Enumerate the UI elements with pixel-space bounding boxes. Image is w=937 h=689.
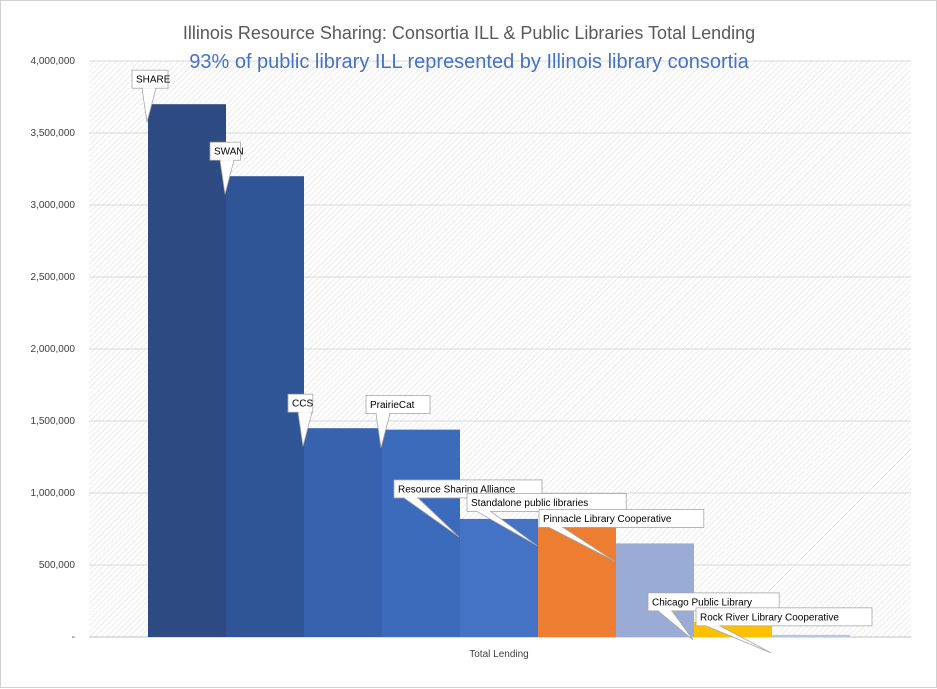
y-tick-label: 1,500,000 [31,416,76,427]
y-tick-label: 3,500,000 [31,128,76,139]
callout-pinnacle-library-cooperative: Pinnacle Library Cooperative [538,508,705,562]
data-label: Rock River Library Cooperative [700,612,839,623]
y-tick-label: 2,000,000 [31,344,76,355]
y-tick-label: 500,000 [39,560,76,571]
callout-swan: SWAN [209,141,244,195]
y-tick-label: 3,000,000 [31,200,76,211]
data-label: SHARE [136,75,171,86]
data-label: Standalone public libraries [471,498,588,509]
data-label: Resource Sharing Alliance [398,484,516,495]
callout-ccs: CCS [287,393,313,447]
chart-title: Illinois Resource Sharing: Consortia ILL… [183,23,755,43]
y-axis: - 500,000 1,000,000 1,500,000 2,000,000 2,500… [31,56,76,643]
chart-subtitle: 93% of public library ILL represented by… [189,51,749,73]
bar-share [148,104,226,637]
bar-rock-river-library-cooperative [772,634,850,637]
callout-chicago-public-library: Chicago Public Library [647,592,780,641]
x-category-label: Total Lending [469,649,529,660]
callout-standalone-public-libraries: Standalone public libraries [466,493,627,546]
callout-prairiecat: PrairieCat [365,395,431,448]
y-tick-label: - [72,632,75,643]
bar-ccs [304,428,382,637]
data-label: PrairieCat [370,400,415,411]
data-labels: SHARE SWAN CCS PrairieCat Resource Sharing A… [131,69,873,654]
y-tick-label: 4,000,000 [31,56,76,67]
data-label: Chicago Public Library [652,597,752,608]
data-label: CCS [292,399,313,410]
y-tick-label: 2,500,000 [31,272,76,283]
bar-pinnacle-library-cooperative [616,543,694,637]
data-label: SWAN [214,147,244,158]
bar-prairiecat [382,429,460,637]
callout-share: SHARE [131,69,171,123]
data-label: Pinnacle Library Cooperative [543,514,672,525]
callout-rock-river-library-cooperative: Rock River Library Cooperative [695,607,873,654]
bar-standalone-public-libraries [538,527,616,637]
y-tick-label: 1,000,000 [31,488,76,499]
bar-resource-sharing-alliance [460,518,538,637]
